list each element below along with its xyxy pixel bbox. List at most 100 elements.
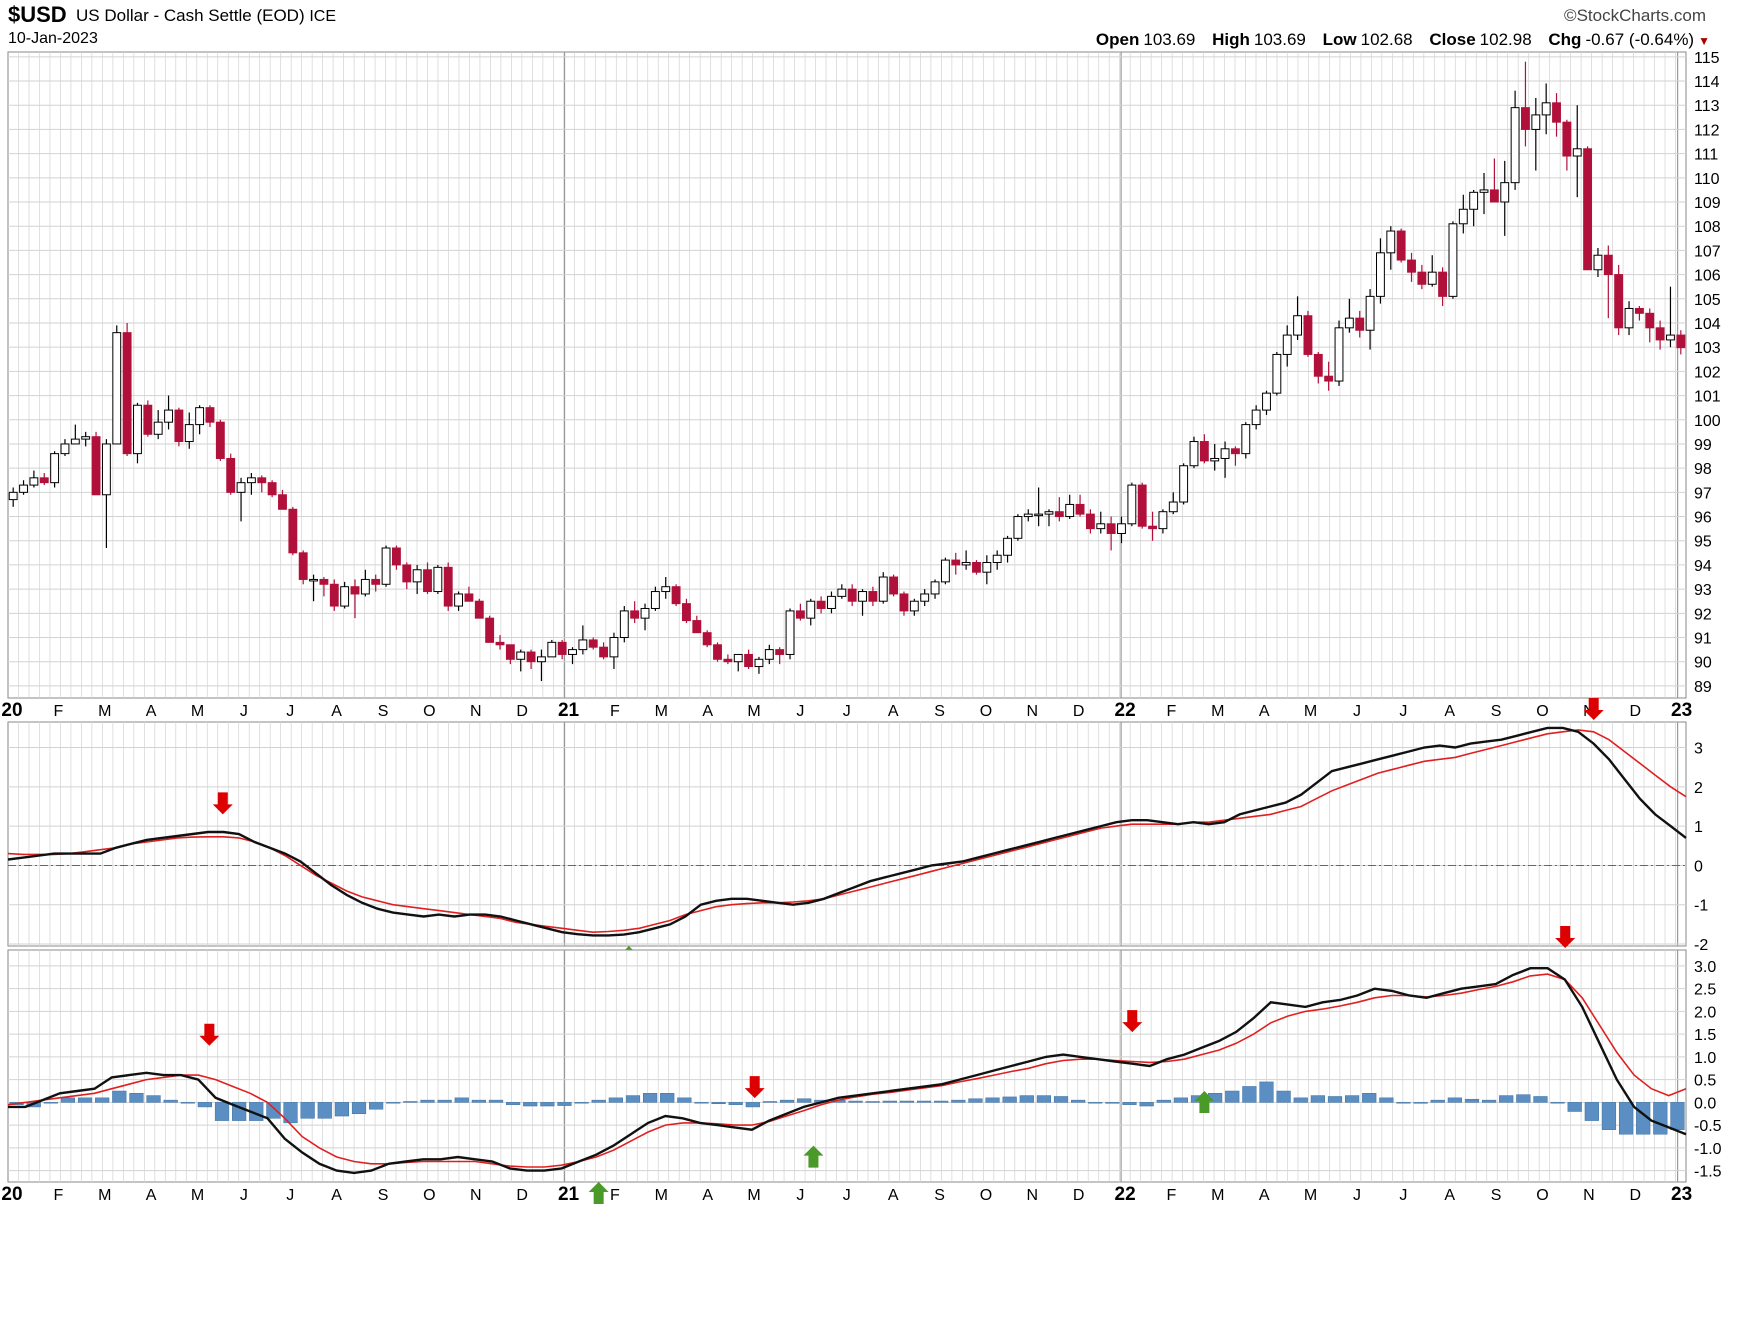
price-y-tick: 90 bbox=[1694, 655, 1712, 672]
candle-body bbox=[1521, 107, 1530, 130]
histogram-bar bbox=[1310, 1095, 1325, 1103]
x-tick-label: M bbox=[98, 703, 111, 720]
histogram-bar bbox=[1036, 1095, 1052, 1103]
price-y-tick: 111 bbox=[1694, 147, 1718, 164]
histogram-bar bbox=[1670, 1102, 1685, 1130]
macd1-y-tick: 3 bbox=[1694, 741, 1703, 758]
candle-body bbox=[775, 649, 785, 655]
histogram-bar bbox=[762, 1101, 778, 1103]
histogram-bar bbox=[779, 1099, 795, 1103]
candle-body bbox=[50, 453, 60, 484]
candle-body bbox=[1096, 523, 1106, 530]
candle-body bbox=[1106, 523, 1116, 534]
candle-body bbox=[1334, 327, 1344, 382]
price-y-tick: 91 bbox=[1694, 631, 1712, 648]
histogram-bar bbox=[1173, 1097, 1188, 1103]
x-tick-label: N bbox=[1583, 1187, 1595, 1204]
histogram-bar bbox=[677, 1097, 692, 1103]
candle-body bbox=[1065, 503, 1075, 518]
candle-body bbox=[184, 424, 194, 443]
candle-body bbox=[423, 569, 432, 593]
x-tick-label: M bbox=[1211, 703, 1224, 720]
histogram-bar bbox=[728, 1102, 743, 1105]
x-tick-label: A bbox=[331, 703, 342, 720]
x-tick-label: J bbox=[843, 1187, 851, 1204]
macd-panel-2: -1.5 -1.0 -0.5 0.0 0.5 1.0 1.5 2.0 2.5 3.0 20 F M A M J… bbox=[1, 926, 1722, 1205]
x-tick-label: N bbox=[1027, 1187, 1039, 1204]
candle-body bbox=[713, 644, 722, 660]
price-y-tick: 101 bbox=[1694, 389, 1721, 406]
candle-body bbox=[992, 554, 1002, 564]
candle-body bbox=[1572, 148, 1582, 157]
histogram-bar bbox=[112, 1090, 127, 1103]
candle-body bbox=[474, 600, 484, 619]
x-tick-label: O bbox=[423, 703, 435, 720]
candle-body bbox=[1282, 334, 1292, 355]
candle-body bbox=[1313, 353, 1323, 377]
histogram-bar bbox=[711, 1102, 726, 1105]
candle-body bbox=[1324, 375, 1334, 382]
price-y-tick: 107 bbox=[1694, 243, 1721, 260]
candle-body bbox=[640, 607, 650, 619]
histogram-bar bbox=[1293, 1097, 1308, 1103]
brand-logo[interactable]: ©StockCharts.com bbox=[1564, 6, 1706, 25]
price-y-tick: 115 bbox=[1694, 50, 1720, 67]
x-tick-label: 20 bbox=[1, 1184, 22, 1205]
candle-body bbox=[70, 438, 80, 445]
price-y-tick: 113 bbox=[1694, 98, 1720, 115]
macd2-y-tick: 1.0 bbox=[1694, 1050, 1716, 1067]
candle-body bbox=[537, 656, 546, 663]
candle-body bbox=[557, 641, 567, 655]
x-tick-label: F bbox=[1167, 703, 1177, 720]
candle-body bbox=[402, 564, 412, 583]
price-y-tick: 100 bbox=[1694, 413, 1721, 430]
histogram-bar bbox=[214, 1102, 230, 1121]
histogram-bar bbox=[471, 1099, 486, 1103]
candle-body bbox=[650, 591, 660, 609]
histogram-bar bbox=[1413, 1102, 1428, 1104]
x-tick-label: D bbox=[516, 703, 528, 720]
candle-body bbox=[267, 482, 277, 496]
candle-body bbox=[723, 658, 733, 663]
candle-body bbox=[1458, 208, 1468, 225]
candle-body bbox=[288, 508, 298, 554]
x-tick-label: M bbox=[98, 1187, 111, 1204]
candle-body bbox=[1355, 317, 1365, 331]
x-tick-label: A bbox=[146, 703, 157, 720]
x-tick-label: J bbox=[1353, 1187, 1361, 1204]
candle-body bbox=[133, 404, 142, 455]
candle-body bbox=[609, 637, 619, 658]
x-tick-label: F bbox=[53, 703, 63, 720]
histogram-bar bbox=[95, 1097, 110, 1103]
sell-arrow-icon bbox=[212, 792, 233, 815]
candle-body bbox=[827, 595, 836, 609]
histogram-bar bbox=[334, 1102, 349, 1117]
histogram-bar bbox=[437, 1099, 452, 1103]
x-tick-label: O bbox=[1536, 1187, 1548, 1204]
histogram-bar bbox=[300, 1102, 315, 1119]
candle-body bbox=[485, 617, 495, 643]
candle-body bbox=[547, 641, 557, 658]
x-tick-label: F bbox=[610, 1187, 620, 1204]
candle-body bbox=[516, 651, 526, 660]
histogram-bar bbox=[1447, 1097, 1462, 1103]
x-tick-label: F bbox=[610, 703, 620, 720]
candle-body bbox=[961, 562, 971, 566]
x-tick-label: D bbox=[516, 1187, 528, 1204]
x-tick-label: D bbox=[1073, 703, 1085, 720]
histogram-bar bbox=[865, 1101, 880, 1103]
x-tick-label: A bbox=[888, 1187, 899, 1204]
candle-body bbox=[143, 404, 153, 435]
x-tick-label: A bbox=[1444, 1187, 1455, 1204]
candle-body bbox=[899, 593, 909, 612]
x-tick-label: M bbox=[1211, 1187, 1224, 1204]
x-tick-label: F bbox=[53, 1187, 63, 1204]
candle-body bbox=[1272, 353, 1282, 394]
candle-body bbox=[1469, 191, 1479, 210]
candle-body bbox=[1148, 525, 1157, 530]
candle-body bbox=[1210, 457, 1220, 462]
open-value: 103.69 bbox=[1143, 30, 1196, 49]
candle-body bbox=[1199, 441, 1209, 462]
price-y-tick: 95 bbox=[1694, 534, 1712, 551]
